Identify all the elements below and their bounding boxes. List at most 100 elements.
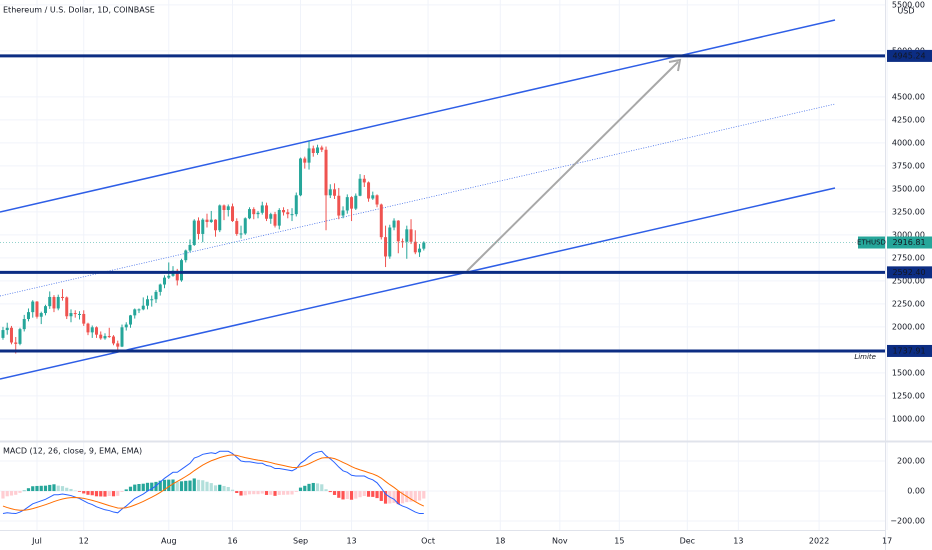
y-tick-label: 2000.00 xyxy=(892,322,925,331)
symbol-label: ETHUSD xyxy=(857,239,886,247)
histogram-bar xyxy=(392,491,396,503)
candle-body xyxy=(65,297,69,317)
currency: USD xyxy=(897,7,914,16)
histogram-bar xyxy=(256,491,260,495)
histogram-bar xyxy=(247,491,252,495)
histogram-bar xyxy=(413,491,417,502)
candle-body xyxy=(418,248,422,253)
histogram-bar xyxy=(371,491,375,497)
candle-body xyxy=(146,299,149,306)
candle-body xyxy=(367,182,371,199)
candle-body xyxy=(9,327,13,343)
signal-line xyxy=(2,454,425,511)
histogram-bar xyxy=(192,478,196,492)
histogram-bar xyxy=(383,491,388,504)
candle-body xyxy=(69,313,73,317)
histogram-bar xyxy=(171,479,175,492)
last-price-tag xyxy=(887,236,932,249)
histogram-bar xyxy=(311,482,315,492)
histogram-bar xyxy=(158,480,162,492)
x-tick-label: Jul xyxy=(31,537,42,546)
y-tick-label: 0.00 xyxy=(907,487,925,496)
x-tick-label: Oct xyxy=(421,537,435,546)
histogram-bar xyxy=(307,483,311,492)
y-tick-label: 4500.00 xyxy=(892,92,925,101)
candle-body xyxy=(413,241,417,253)
histogram-bar xyxy=(298,487,303,492)
level-tag xyxy=(887,344,932,357)
candle-body xyxy=(405,229,409,242)
x-tick-label: Aug xyxy=(161,537,177,546)
y-tick-label: 1000.00 xyxy=(892,414,925,423)
histogram-bar xyxy=(201,480,205,492)
candle-body xyxy=(201,219,205,234)
candle-body xyxy=(422,242,426,249)
candle-body xyxy=(192,220,196,245)
candle-body xyxy=(184,250,188,261)
candle-body xyxy=(18,329,22,344)
histogram-bar xyxy=(354,491,358,499)
histogram-bar xyxy=(243,491,247,496)
histogram-bar xyxy=(99,491,103,497)
histogram-bar xyxy=(277,491,281,495)
candle-body xyxy=(90,327,94,333)
histogram-bar xyxy=(31,486,35,492)
macd-title: MACD (12, 26, close, 9, EMA, EMA) xyxy=(3,447,142,456)
histogram-bar xyxy=(341,491,345,500)
candle-body xyxy=(94,327,98,335)
y-tick-label: 3750.00 xyxy=(892,161,925,170)
candle-body xyxy=(307,148,311,163)
histogram-bar xyxy=(290,491,294,495)
candle-body xyxy=(39,313,43,317)
histogram-bar xyxy=(252,491,256,495)
projection-arrow xyxy=(466,61,679,272)
histogram-bar xyxy=(379,491,383,501)
histogram-bar xyxy=(213,485,218,492)
candle-body xyxy=(316,147,320,153)
y-tick-label: 3000.00 xyxy=(892,230,925,239)
y-tick-label: 3250.00 xyxy=(892,207,925,216)
candle-body xyxy=(180,260,184,281)
histogram-bar xyxy=(86,491,90,495)
candle-body xyxy=(392,220,396,228)
histogram-bar xyxy=(60,486,65,492)
histogram-bar xyxy=(5,491,9,497)
candle-body xyxy=(52,296,56,309)
histogram-bar xyxy=(35,485,39,492)
histogram-bar xyxy=(230,489,235,492)
candle-body xyxy=(128,315,132,325)
histogram-bar xyxy=(324,489,328,492)
histogram-bar xyxy=(320,484,324,492)
macd-line xyxy=(2,450,424,515)
candle-body xyxy=(158,284,162,292)
chart-title: Ethereum / U.S. Dollar, 1D, COINBASE xyxy=(3,6,155,15)
histogram-bar xyxy=(116,491,120,496)
candle-body xyxy=(286,212,290,215)
candle-body xyxy=(1,330,5,338)
axis-labels: Jul 12 Aug 16 Sep 13 Oct 18 Nov 15 Dec 13 2022 17 5500… xyxy=(31,0,932,546)
candle-body xyxy=(362,178,366,183)
histogram-bar xyxy=(94,491,99,497)
candle-body xyxy=(299,158,303,196)
x-tick-label: 18 xyxy=(495,537,505,546)
candle-body xyxy=(35,301,39,317)
candle-body xyxy=(290,214,294,216)
histogram-bar xyxy=(133,484,137,492)
histogram-bar xyxy=(303,485,307,492)
candle-body xyxy=(273,214,277,226)
histogram-bar xyxy=(65,487,69,492)
candle-body xyxy=(226,206,230,211)
y-tick-label: 4250.00 xyxy=(892,115,925,124)
arrow-head xyxy=(668,58,682,72)
candle-body xyxy=(337,195,341,216)
histogram-bar xyxy=(315,483,320,492)
histogram-bar xyxy=(264,491,269,495)
histogram-bar xyxy=(260,491,264,494)
histogram-bar xyxy=(43,485,48,492)
candle-body xyxy=(163,277,167,285)
candle-body xyxy=(341,210,345,216)
candle-body xyxy=(86,323,90,333)
histogram-bar xyxy=(184,480,188,492)
marks xyxy=(0,54,885,515)
histogram-bar xyxy=(150,482,154,492)
